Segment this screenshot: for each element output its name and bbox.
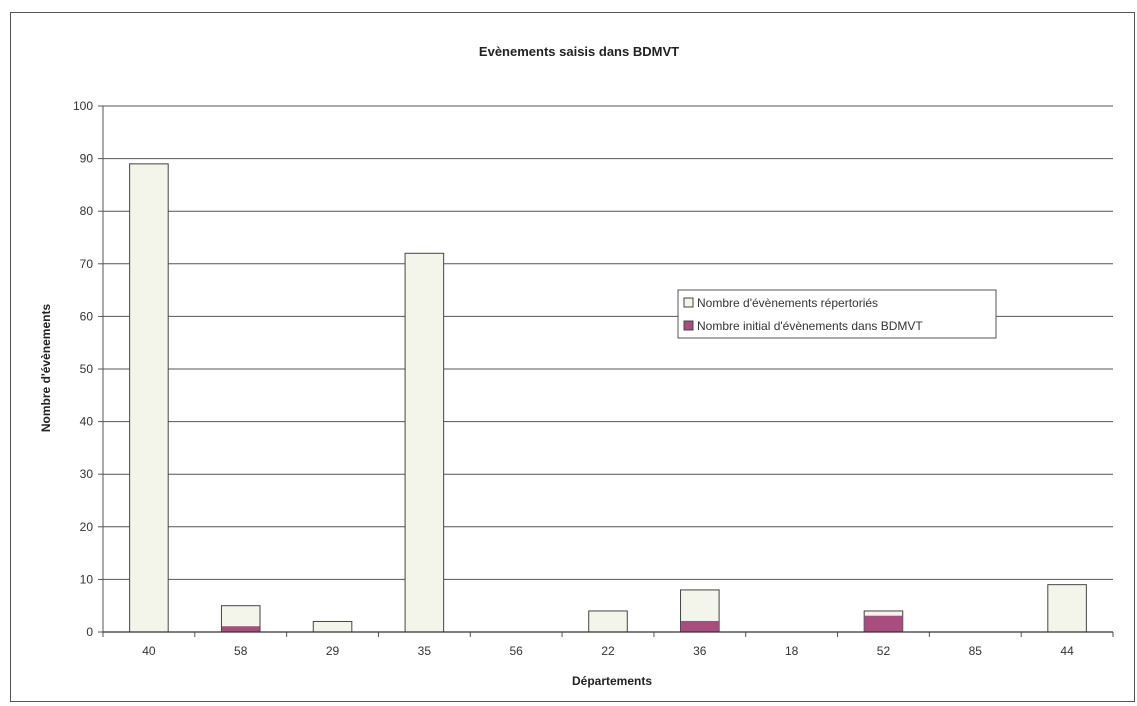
- y-tick-label: 50: [80, 362, 94, 376]
- x-tick-label: 40: [142, 644, 156, 658]
- x-tick-label: 56: [510, 644, 524, 658]
- legend-box: [677, 289, 997, 339]
- gridlines: [98, 105, 1114, 637]
- chart-area: [10, 12, 1135, 702]
- x-tick-label: 58: [234, 644, 248, 658]
- y-tick-label: 90: [80, 152, 94, 166]
- x-tick-label: 52: [877, 644, 891, 658]
- y-tick-label: 0: [86, 625, 93, 639]
- legend-swatch-initial: [683, 320, 694, 331]
- legend-label-repertories: Nombre d'évènements répertoriés: [697, 296, 878, 310]
- legend-swatch-repertories: [683, 297, 694, 308]
- bar-repertories-44: [1047, 584, 1087, 633]
- x-tick-label: 18: [785, 644, 799, 658]
- y-tick-label: 60: [80, 309, 94, 323]
- x-tick-label: 22: [601, 644, 615, 658]
- y-tick-label: 80: [80, 204, 94, 218]
- y-tick-label: 70: [80, 257, 94, 271]
- chart-title: Evènements saisis dans BDMVT: [479, 44, 679, 59]
- bar-repertories-22: [588, 610, 628, 633]
- y-tick-label: 40: [80, 415, 94, 429]
- x-axis-label: Départements: [572, 674, 652, 688]
- bar-repertories-40: [129, 163, 169, 633]
- y-axis-label: Nombre d'évènements: [39, 304, 53, 433]
- x-tick-label: 29: [326, 644, 340, 658]
- bar-repertories-29: [312, 620, 353, 633]
- y-tick-label: 100: [73, 99, 93, 113]
- x-tick-label: 85: [969, 644, 983, 658]
- x-tick-label: 35: [418, 644, 432, 658]
- y-tick-label: 10: [80, 572, 94, 586]
- legend-label-initial: Nombre initial d'évènements dans BDMVT: [697, 319, 923, 333]
- bar-initial-58: [221, 626, 260, 633]
- legend: Nombre d'évènements répertoriés Nombre i…: [677, 289, 997, 339]
- y-tick-labels: 0 10 20 30 40 50 60 70 80 90 100: [73, 99, 93, 639]
- bar-initial-52: [864, 615, 903, 633]
- bar-repertories-35: [404, 252, 445, 633]
- bars: [103, 163, 1113, 633]
- x-tick-label: 36: [693, 644, 707, 658]
- y-tick-label: 30: [80, 467, 94, 481]
- bar-initial-36: [681, 620, 719, 633]
- x-tick-labels: 40 58 29 35 56 22 36 18 52 85 44: [142, 644, 1074, 658]
- x-tick-label: 44: [1060, 644, 1074, 658]
- y-tick-label: 20: [80, 520, 94, 534]
